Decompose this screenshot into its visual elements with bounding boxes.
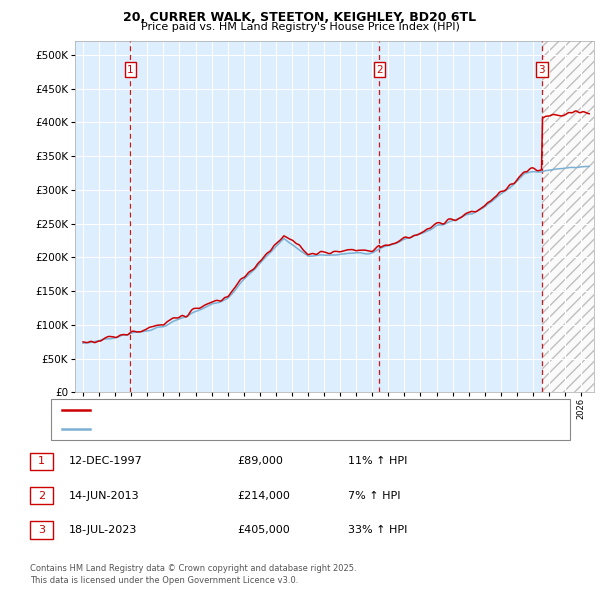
Text: HPI: Average price, detached house, Bradford: HPI: Average price, detached house, Brad… xyxy=(95,424,312,433)
Bar xyxy=(542,41,600,392)
Text: 20, CURRER WALK, STEETON, KEIGHLEY, BD20 6TL (detached house): 20, CURRER WALK, STEETON, KEIGHLEY, BD20… xyxy=(95,406,422,415)
Text: 2: 2 xyxy=(38,491,45,500)
Text: 12-DEC-1997: 12-DEC-1997 xyxy=(69,457,143,466)
Text: £214,000: £214,000 xyxy=(237,491,290,500)
Text: 2: 2 xyxy=(376,65,383,75)
Text: £89,000: £89,000 xyxy=(237,457,283,466)
Bar xyxy=(542,41,600,392)
Text: £405,000: £405,000 xyxy=(237,525,290,535)
Text: Contains HM Land Registry data © Crown copyright and database right 2025.
This d: Contains HM Land Registry data © Crown c… xyxy=(30,565,356,585)
Text: 14-JUN-2013: 14-JUN-2013 xyxy=(69,491,140,500)
Text: 1: 1 xyxy=(38,457,45,466)
Text: 33% ↑ HPI: 33% ↑ HPI xyxy=(348,525,407,535)
Text: 11% ↑ HPI: 11% ↑ HPI xyxy=(348,457,407,466)
Text: 1: 1 xyxy=(127,65,134,75)
Text: 7% ↑ HPI: 7% ↑ HPI xyxy=(348,491,401,500)
Text: 3: 3 xyxy=(38,525,45,535)
Bar xyxy=(542,41,600,392)
Text: 20, CURRER WALK, STEETON, KEIGHLEY, BD20 6TL: 20, CURRER WALK, STEETON, KEIGHLEY, BD20… xyxy=(124,11,476,24)
Text: 18-JUL-2023: 18-JUL-2023 xyxy=(69,525,137,535)
Text: Price paid vs. HM Land Registry's House Price Index (HPI): Price paid vs. HM Land Registry's House … xyxy=(140,22,460,32)
Text: 3: 3 xyxy=(538,65,545,75)
